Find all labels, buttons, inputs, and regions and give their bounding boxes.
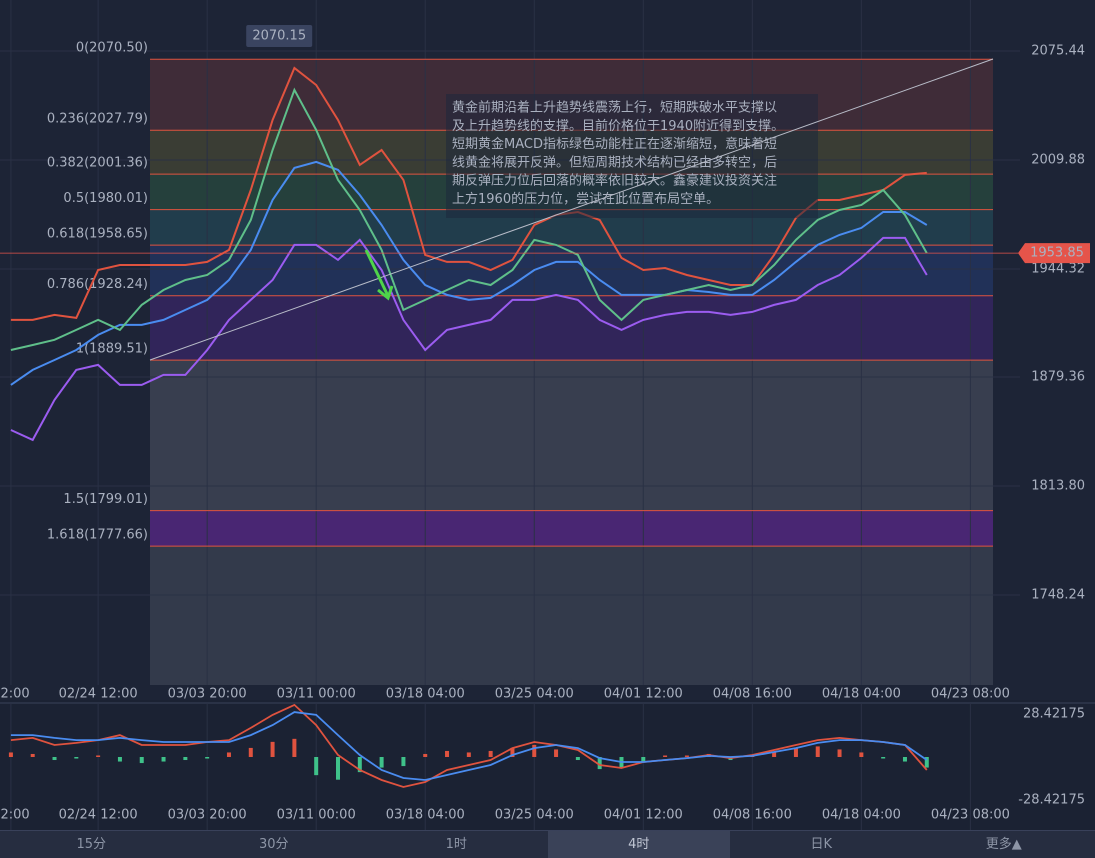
histogram-bar [816, 746, 820, 757]
histogram-bar [314, 757, 318, 775]
y-tick-label: 1944.32 [1031, 261, 1085, 276]
fib-label: 0.382(2001.36) [47, 156, 148, 171]
histogram-bar [31, 754, 35, 757]
y-tick-label: 1879.36 [1031, 369, 1085, 384]
histogram-bar [641, 757, 645, 762]
period-tabs: 15分30分1时4时日K更多▲ [0, 830, 1095, 858]
histogram-bar [380, 757, 384, 768]
x-tick-label: 03/18 04:00 [386, 808, 465, 823]
histogram-bar [118, 757, 122, 762]
chart: 2075.44 2009.88 1944.32 1879.36 1813.80 1748.… [0, 0, 1095, 830]
histogram-bar [881, 757, 885, 759]
fib-label: 0.5(1980.01) [63, 191, 148, 206]
y-tick-label: 1748.24 [1031, 587, 1085, 602]
histogram-bar [205, 757, 209, 759]
y-tick-label: 28.42175 [1023, 706, 1085, 721]
fib-label: 1.5(1799.01) [63, 492, 148, 507]
x-tick-label: 03/03 20:00 [168, 687, 247, 702]
histogram-bar [663, 755, 667, 757]
y-tick-label: 2009.88 [1031, 152, 1085, 167]
histogram-bar [9, 752, 13, 757]
histogram-bar [53, 757, 57, 760]
histogram-bar [859, 752, 863, 757]
histogram-bar [467, 752, 471, 757]
x-tick-label: 03/18 04:00 [386, 687, 465, 702]
x-tick-label: 03/11 00:00 [277, 687, 356, 702]
histogram-bar [227, 752, 231, 757]
histogram-bar [576, 757, 580, 760]
fib-band [150, 546, 993, 685]
x-tick-label: 04/01 12:00 [604, 808, 683, 823]
fib-label: 0.236(2027.79) [47, 112, 148, 127]
histogram-bar [336, 757, 340, 780]
x-tick-label: 04/23 08:00 [931, 687, 1010, 702]
fib-band [150, 511, 993, 546]
note-line: 短期黄金MACD指标绿色动能柱正在逐渐缩短，意味着短 [452, 136, 777, 152]
period-tab[interactable]: 更多▲ [913, 831, 1095, 858]
x-tick-label: 02/24 12:00 [59, 808, 138, 823]
histogram-bar [292, 739, 296, 757]
x-tick-label: 03/25 04:00 [495, 808, 574, 823]
histogram-bar [554, 749, 558, 757]
histogram-bar [183, 757, 187, 760]
note-line: 线黄金将展开反弹。但短周期技术结构已经由多转空，后 [452, 154, 777, 170]
last-price-label: 1953.85 [1030, 246, 1084, 261]
histogram-bar [423, 754, 427, 757]
histogram-bar [489, 751, 493, 757]
fib-label: 1.618(1777.66) [47, 528, 148, 543]
histogram-bar [903, 757, 907, 762]
fib-band [150, 360, 993, 510]
x-tick-label: 04/18 04:00 [822, 687, 901, 702]
x-tick-label: 12:00 [0, 687, 30, 702]
fib-label: 0(2070.50) [76, 41, 148, 56]
x-tick-label: 04/18 04:00 [822, 808, 901, 823]
histogram-bar [140, 757, 144, 763]
histogram-bar [685, 755, 689, 757]
x-tick-label: 03/03 20:00 [168, 808, 247, 823]
fib-label: 0.618(1958.65) [47, 227, 148, 242]
histogram-bar [838, 749, 842, 757]
note-line: 及上升趋势线的支撑。目前价格位于1940附近得到支撑。 [452, 118, 784, 134]
histogram-bar [401, 757, 405, 766]
period-tab[interactable]: 1时 [365, 831, 548, 858]
histogram-bar [249, 748, 253, 757]
histogram-bar [532, 745, 536, 757]
note-line: 期反弹压力位后回落的概率依旧较大。鑫豪建议投资关注 [452, 173, 777, 189]
histogram-bar [445, 751, 449, 757]
fib-band [150, 296, 993, 360]
x-tick-label: 12:00 [0, 808, 30, 823]
x-tick-label: 04/08 16:00 [713, 687, 792, 702]
histogram-bar [96, 755, 100, 757]
period-tab[interactable]: 4时 [548, 831, 731, 858]
y-tick-label: 2075.44 [1031, 43, 1085, 58]
max-label: 2070.15 [252, 29, 306, 44]
period-tab[interactable]: 30分 [183, 831, 366, 858]
x-tick-label: 03/11 00:00 [277, 808, 356, 823]
y-tick-label: 1813.80 [1031, 478, 1085, 493]
x-tick-label: 03/25 04:00 [495, 687, 574, 702]
x-tick-label: 04/01 12:00 [604, 687, 683, 702]
histogram-bar [271, 742, 275, 757]
x-tick-label: 04/08 16:00 [713, 808, 792, 823]
histogram-bar [74, 757, 78, 759]
period-tab[interactable]: 15分 [0, 831, 183, 858]
fib-label: 0.786(1928.24) [47, 277, 148, 292]
main-chart: 2075.44 2009.88 1944.32 1879.36 1813.80 1748.… [0, 0, 1090, 702]
note-line: 黄金前期沿着上升趋势线震荡上行，短期跌破水平支撑以 [452, 100, 777, 116]
histogram-bar [794, 748, 798, 757]
y-tick-label: -28.42175 [1018, 792, 1085, 807]
period-tab[interactable]: 日K [730, 831, 913, 858]
histogram-bar [162, 757, 166, 762]
x-tick-label: 04/23 08:00 [931, 808, 1010, 823]
x-tick-label: 02/24 12:00 [59, 687, 138, 702]
